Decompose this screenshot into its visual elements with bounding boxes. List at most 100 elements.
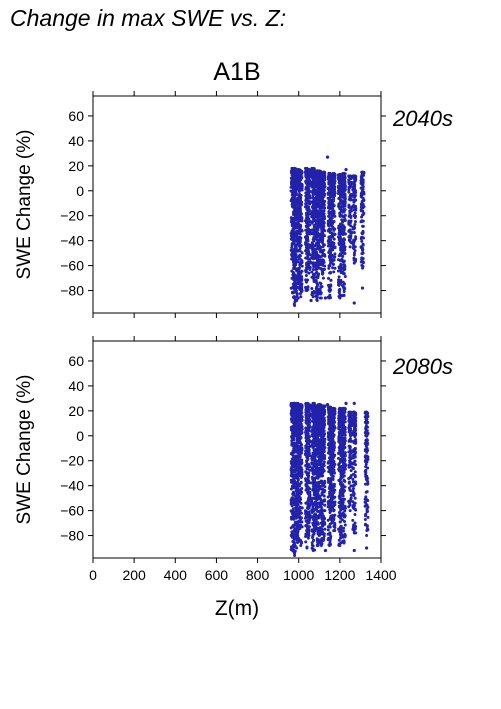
data-point <box>300 184 304 188</box>
data-point <box>289 412 293 416</box>
data-point <box>328 293 332 297</box>
data-point <box>291 479 295 483</box>
data-point <box>343 225 347 229</box>
data-point <box>315 299 319 303</box>
data-point <box>307 528 311 532</box>
data-point <box>299 295 303 299</box>
data-point <box>312 249 316 253</box>
data-point <box>329 200 333 204</box>
data-point <box>332 211 336 215</box>
data-point <box>297 419 301 423</box>
data-point <box>300 219 304 223</box>
data-point <box>291 260 295 264</box>
data-point <box>329 278 333 282</box>
data-point <box>331 235 335 239</box>
data-point <box>320 202 324 206</box>
data-point <box>300 216 304 220</box>
data-point <box>352 213 356 217</box>
data-point <box>297 438 301 442</box>
y-tick-label: 40 <box>68 133 84 149</box>
data-point <box>323 193 327 197</box>
data-point <box>313 437 317 441</box>
data-point <box>322 248 326 252</box>
data-point <box>332 433 336 437</box>
data-point <box>360 204 364 208</box>
data-point <box>326 276 330 280</box>
y-tick-label: 0 <box>76 183 84 199</box>
data-point <box>296 529 300 533</box>
data-point <box>347 205 351 209</box>
y-tick-label: 20 <box>68 403 84 419</box>
data-point <box>323 498 327 502</box>
data-point <box>319 183 323 187</box>
data-point <box>352 200 356 204</box>
data-point <box>318 484 322 488</box>
data-point <box>320 458 324 462</box>
data-point <box>300 506 304 510</box>
data-point <box>323 217 327 221</box>
data-point <box>314 453 318 457</box>
y-tick-label: −20 <box>60 453 84 469</box>
data-point <box>323 509 327 513</box>
data-point <box>296 474 300 478</box>
data-point <box>339 278 343 282</box>
data-point <box>304 483 308 487</box>
data-point <box>333 453 337 457</box>
data-point <box>327 237 331 241</box>
data-point <box>306 413 310 417</box>
data-point <box>362 190 366 194</box>
data-point <box>293 429 297 433</box>
data-point <box>298 408 302 412</box>
data-point <box>296 448 300 452</box>
data-point <box>348 184 352 188</box>
data-point <box>347 221 351 225</box>
data-point <box>299 169 303 173</box>
data-point <box>323 503 327 507</box>
data-point <box>359 194 363 198</box>
data-point <box>316 529 320 533</box>
data-point <box>306 254 310 258</box>
data-point <box>307 492 311 496</box>
data-point <box>342 259 346 263</box>
data-point <box>328 206 332 210</box>
data-point <box>319 544 323 548</box>
data-point <box>351 242 355 246</box>
data-point <box>341 254 345 258</box>
data-point <box>300 269 304 273</box>
data-point <box>298 204 302 208</box>
data-point <box>308 268 312 272</box>
data-point <box>300 260 304 264</box>
data-point <box>318 223 322 227</box>
data-point <box>343 274 347 278</box>
data-point <box>304 511 308 515</box>
data-point <box>342 189 346 193</box>
data-point <box>321 258 325 262</box>
outlier-point <box>309 298 313 303</box>
data-point <box>352 174 356 178</box>
data-point <box>362 205 366 209</box>
data-point <box>323 432 327 436</box>
data-point <box>298 455 302 459</box>
data-point <box>296 422 300 426</box>
data-point <box>333 185 337 189</box>
data-point <box>299 481 303 485</box>
data-point <box>327 229 331 233</box>
scatter-points-2080s <box>289 401 370 558</box>
data-point <box>328 525 332 529</box>
data-point <box>307 453 311 457</box>
data-point <box>307 406 311 410</box>
data-point <box>315 540 319 544</box>
data-point <box>316 234 320 238</box>
data-point <box>362 173 366 177</box>
data-point <box>341 219 345 223</box>
data-point <box>322 224 326 228</box>
data-point <box>310 429 314 433</box>
data-point <box>311 295 315 299</box>
data-point <box>348 181 352 185</box>
data-point <box>306 456 310 460</box>
data-point <box>297 189 301 193</box>
data-point <box>333 521 337 525</box>
data-point <box>293 207 297 211</box>
data-point <box>298 229 302 233</box>
data-point <box>331 440 335 444</box>
